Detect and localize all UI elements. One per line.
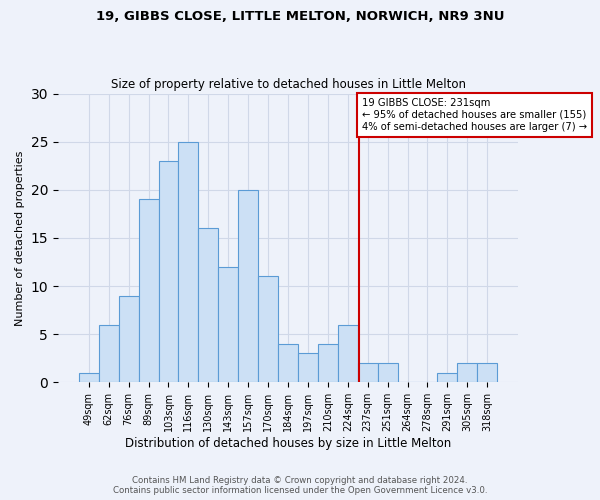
- Text: Contains HM Land Registry data © Crown copyright and database right 2024.
Contai: Contains HM Land Registry data © Crown c…: [113, 476, 487, 495]
- Bar: [178, 142, 199, 382]
- Text: 19 GIBBS CLOSE: 231sqm
← 95% of detached houses are smaller (155)
4% of semi-det: 19 GIBBS CLOSE: 231sqm ← 95% of detached…: [362, 98, 587, 132]
- Bar: [278, 344, 298, 383]
- Bar: [199, 228, 218, 382]
- Bar: [437, 372, 457, 382]
- Bar: [457, 363, 477, 382]
- Y-axis label: Number of detached properties: Number of detached properties: [15, 150, 25, 326]
- Bar: [238, 190, 258, 382]
- Bar: [158, 161, 178, 382]
- Bar: [79, 372, 99, 382]
- Bar: [477, 363, 497, 382]
- Bar: [377, 363, 398, 382]
- Bar: [119, 296, 139, 382]
- Bar: [358, 363, 377, 382]
- Bar: [99, 324, 119, 382]
- Bar: [318, 344, 338, 383]
- Bar: [298, 354, 318, 382]
- Bar: [218, 267, 238, 382]
- Bar: [258, 276, 278, 382]
- Bar: [338, 324, 358, 382]
- Bar: [139, 200, 158, 382]
- Title: Size of property relative to detached houses in Little Melton: Size of property relative to detached ho…: [110, 78, 466, 91]
- X-axis label: Distribution of detached houses by size in Little Melton: Distribution of detached houses by size …: [125, 437, 451, 450]
- Text: 19, GIBBS CLOSE, LITTLE MELTON, NORWICH, NR9 3NU: 19, GIBBS CLOSE, LITTLE MELTON, NORWICH,…: [96, 10, 504, 23]
